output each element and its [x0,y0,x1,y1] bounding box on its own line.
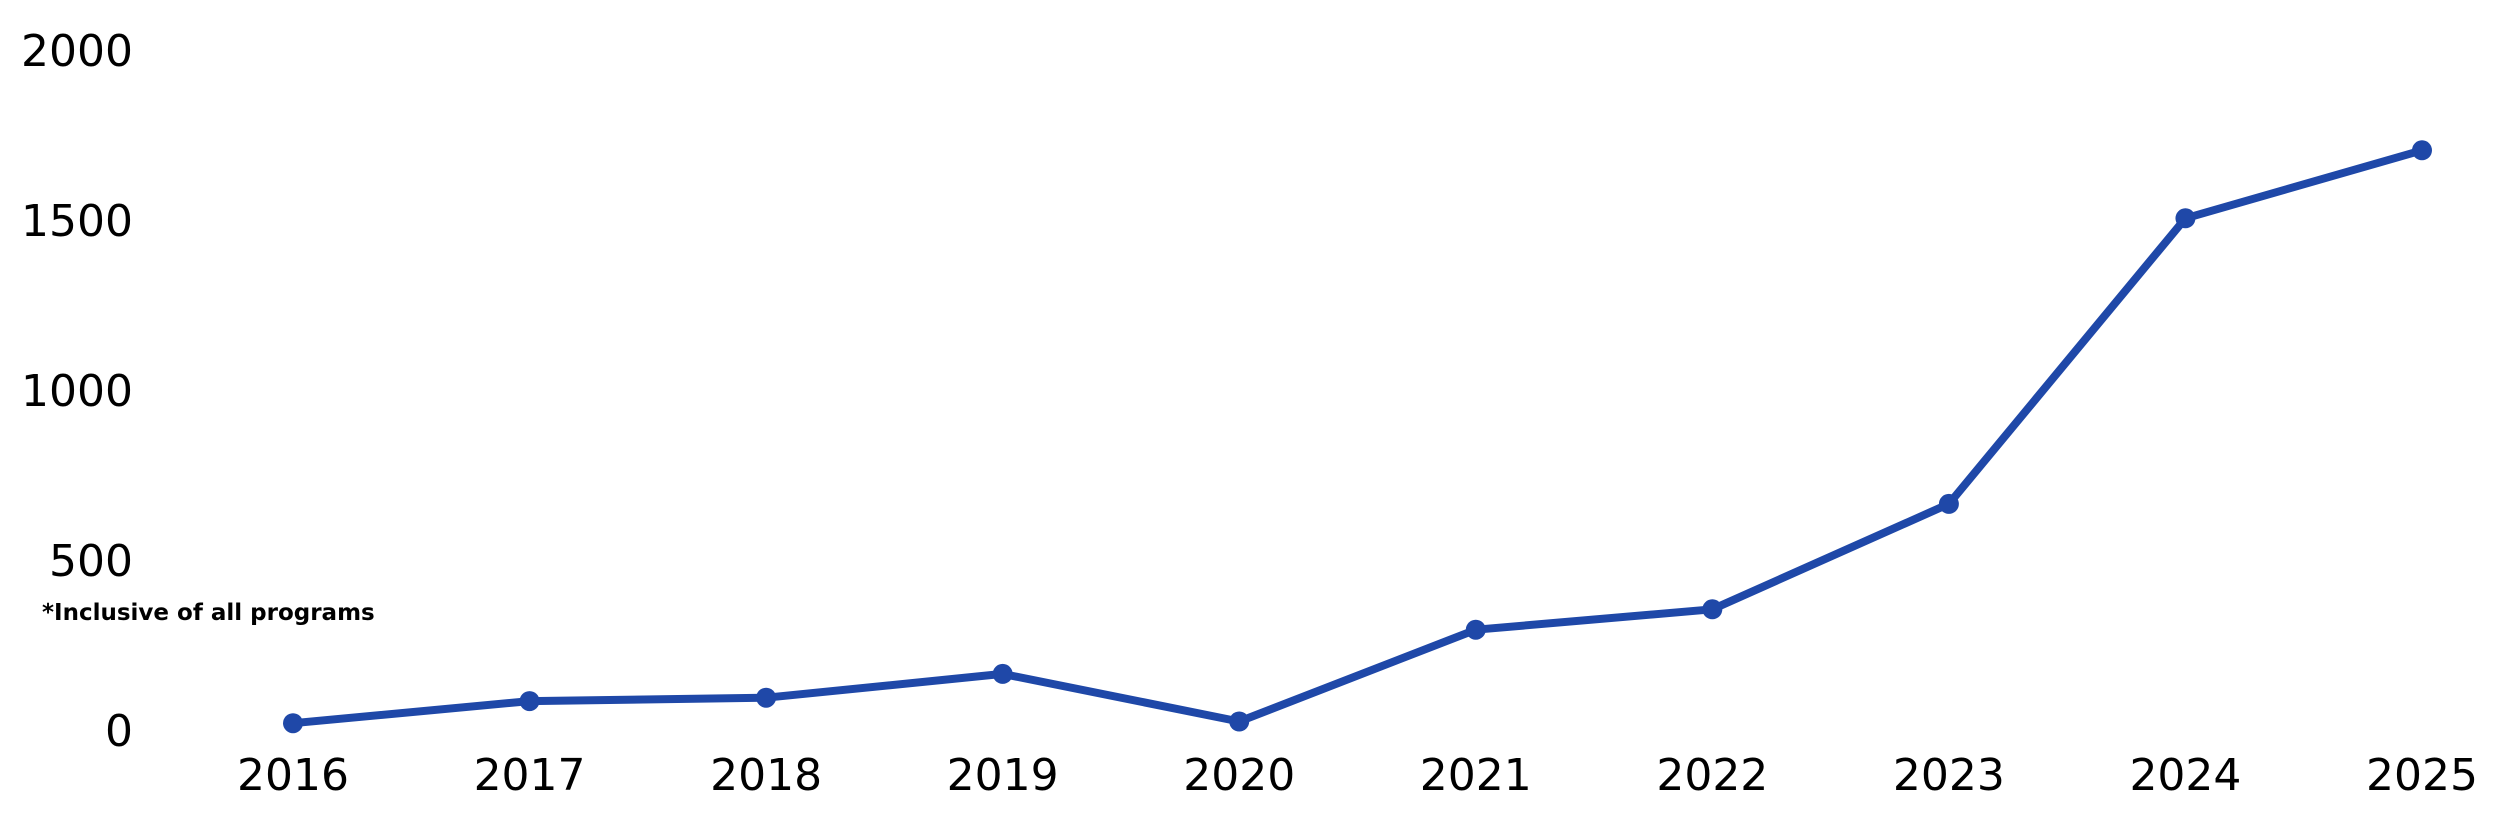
data-point [1229,711,1250,732]
x-axis-ticks: 2016 2017 2018 2019 2020 2021 2022 2023 2024 2025 [237,750,2478,801]
x-tick-label: 2018 [710,750,822,801]
data-point [2412,140,2432,161]
x-tick-label: 2021 [1420,750,1532,801]
data-point [2175,208,2196,229]
series-line [289,146,2426,728]
y-axis-ticks: 0 500 1000 1500 2000 [21,26,133,757]
data-point [756,687,777,708]
x-tick-label: 2019 [947,750,1059,801]
x-tick-label: 2022 [1656,750,1768,801]
data-point [1465,619,1486,640]
x-tick-label: 2024 [2129,750,2241,801]
data-point [519,691,540,712]
x-tick-label: 2016 [237,750,349,801]
y-tick-label: 2000 [21,26,133,77]
x-tick-label: 2017 [474,750,586,801]
x-tick-label: 2023 [1893,750,2005,801]
x-tick-label: 2025 [2366,750,2478,801]
y-tick-label: 1500 [21,196,133,247]
series-group [283,140,2432,734]
x-tick-label: 2020 [1183,750,1295,801]
chart-annotation: *Inclusive of all programs [42,600,375,626]
data-point [283,713,303,734]
data-point [1702,599,1723,620]
y-tick-label: 500 [49,536,133,587]
data-point [992,663,1013,684]
data-point [1938,493,1959,514]
y-tick-label: 0 [105,706,133,757]
y-tick-label: 1000 [21,366,133,417]
